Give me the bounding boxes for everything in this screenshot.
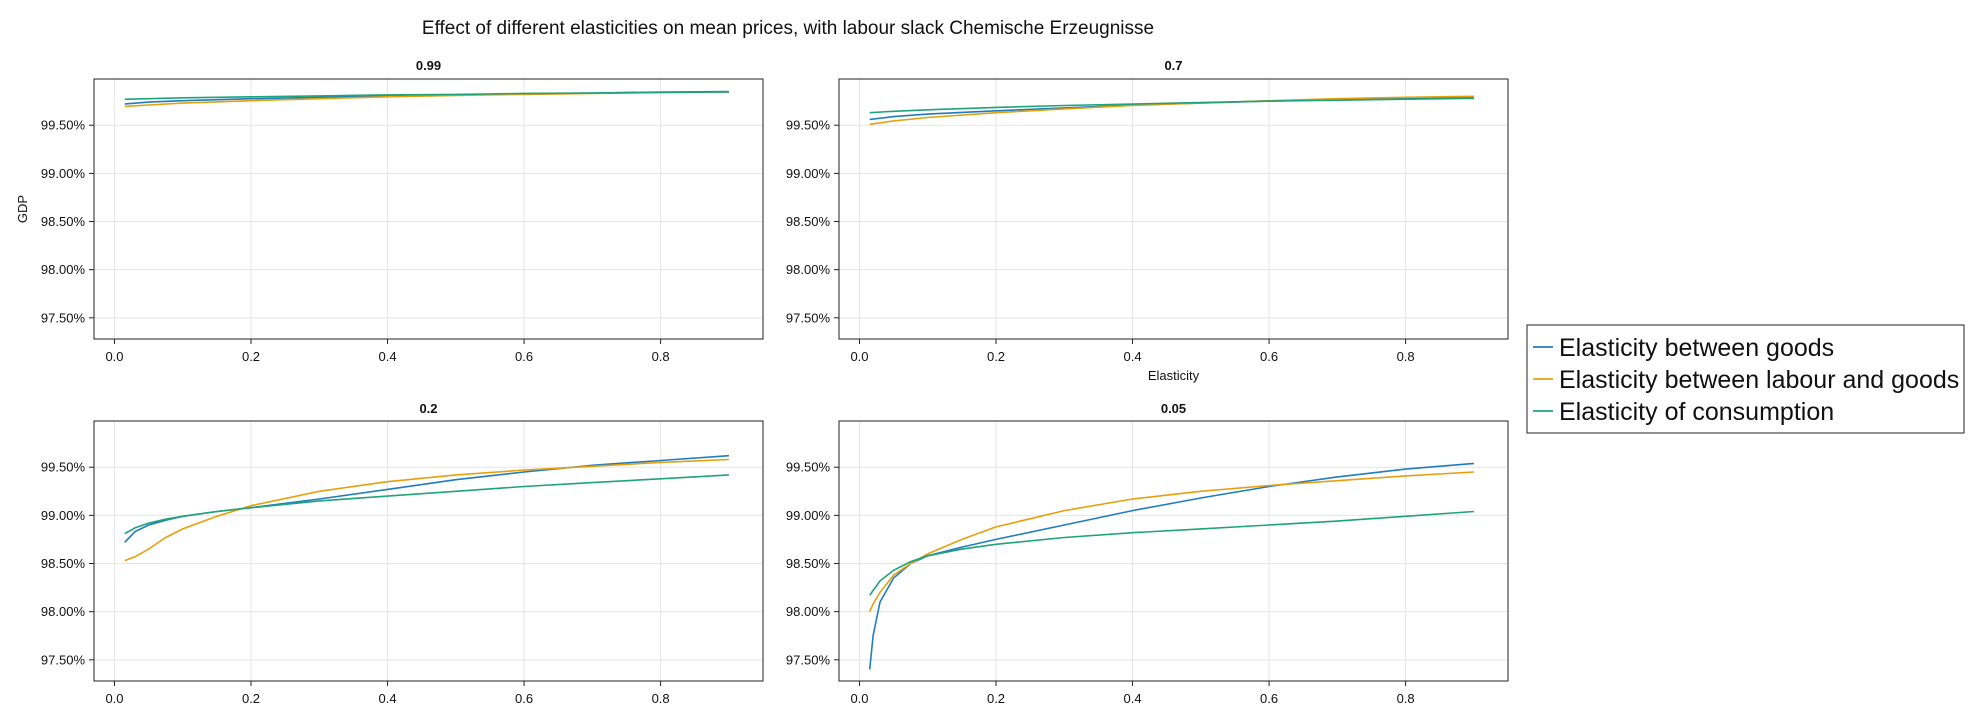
y-tick-label: 99.00% xyxy=(786,508,831,523)
series-line xyxy=(868,471,1474,613)
x-tick-label: 0.2 xyxy=(242,691,260,706)
y-tick-label: 97.50% xyxy=(786,652,831,667)
series-line xyxy=(868,462,1474,670)
y-tick-label: 98.50% xyxy=(786,214,831,229)
panel-3: 0.05 0.0 0.2 0.4 0.6 0.8 97.50% 98.00% 98.50% 99… xyxy=(786,401,1509,706)
series-line xyxy=(869,97,1474,114)
series-line xyxy=(124,91,729,100)
x-tick-label: 0.2 xyxy=(242,349,260,364)
series-line xyxy=(869,510,1474,596)
y-tick-label: 99.00% xyxy=(786,166,831,181)
panel-0: 0.99 GDP 0.0 0.2 0.4 0.6 0.8 97.50% 98.00% 98.5… xyxy=(15,58,764,364)
x-tick-label: 0.4 xyxy=(379,349,397,364)
plot-frame xyxy=(93,420,764,682)
series-line xyxy=(124,454,729,543)
plot-frame xyxy=(93,78,764,340)
y-tick-label: 98.00% xyxy=(786,604,831,619)
legend: Elasticity between goods Elasticity betw… xyxy=(1526,324,1965,434)
panel-title: 0.99 xyxy=(416,58,441,73)
y-tick-label: 98.50% xyxy=(41,214,86,229)
gridlines xyxy=(94,79,763,339)
x-tick-label: 0.6 xyxy=(515,349,533,364)
y-tick-label: 98.00% xyxy=(786,262,831,277)
panel-2: 0.2 0.0 0.2 0.4 0.6 0.8 97.50% 98.00% 98.50% 99.… xyxy=(41,401,764,706)
y-tick-label: 97.50% xyxy=(41,652,86,667)
x-tick-label: 0.6 xyxy=(515,691,533,706)
x-tick-label: 0.8 xyxy=(652,349,670,364)
x-tick-label: 0.4 xyxy=(1124,691,1142,706)
y-tick-label: 99.50% xyxy=(786,460,831,475)
x-tick-label: 0.0 xyxy=(105,691,123,706)
y-tick-label: 98.50% xyxy=(786,556,831,571)
x-tick-label: 0.2 xyxy=(987,349,1005,364)
x-axis-label: Elasticity xyxy=(1148,368,1200,383)
x-tick-label: 0.4 xyxy=(1124,349,1142,364)
figure-title: Effect of different elasticities on mean… xyxy=(422,18,1154,39)
y-tick-label: 97.50% xyxy=(41,310,86,325)
panel-title: 0.7 xyxy=(1164,58,1182,73)
legend-label: Elasticity between labour and goods xyxy=(1559,366,1959,394)
x-tick-label: 0.0 xyxy=(850,691,868,706)
y-axis-label: GDP xyxy=(15,195,30,223)
plot-frame xyxy=(838,78,1509,340)
x-tick-label: 0.2 xyxy=(987,691,1005,706)
y-tick-label: 99.50% xyxy=(41,118,86,133)
panel-1: 0.7 Elasticity 0.0 0.2 0.4 0.6 0.8 97.50% 98.0… xyxy=(786,58,1509,383)
panel-title: 0.05 xyxy=(1161,401,1186,416)
panel-title: 0.2 xyxy=(419,401,437,416)
series-line xyxy=(124,458,729,562)
y-tick-label: 99.00% xyxy=(41,166,86,181)
x-tick-label: 0.0 xyxy=(105,349,123,364)
series-line xyxy=(124,474,729,535)
x-tick-label: 0.8 xyxy=(1397,349,1415,364)
legend-frame xyxy=(1526,324,1965,434)
y-tick-label: 97.50% xyxy=(786,310,831,325)
plot-frame xyxy=(838,420,1509,682)
legend-label: Elasticity between goods xyxy=(1559,334,1834,362)
gridlines xyxy=(839,79,1508,339)
x-tick-label: 0.6 xyxy=(1260,349,1278,364)
y-tick-label: 98.00% xyxy=(41,604,86,619)
y-tick-label: 99.00% xyxy=(41,508,86,523)
x-tick-label: 0.8 xyxy=(652,691,670,706)
x-tick-label: 0.8 xyxy=(1397,691,1415,706)
legend-label: Elasticity of consumption xyxy=(1559,398,1834,426)
y-tick-label: 98.50% xyxy=(41,556,86,571)
series-line xyxy=(869,95,1474,126)
x-tick-label: 0.6 xyxy=(1260,691,1278,706)
y-tick-label: 99.50% xyxy=(786,118,831,133)
gridlines xyxy=(94,421,763,681)
gridlines xyxy=(839,421,1508,681)
y-tick-label: 98.00% xyxy=(41,262,86,277)
x-tick-label: 0.0 xyxy=(850,349,868,364)
x-tick-label: 0.4 xyxy=(379,691,397,706)
y-tick-label: 99.50% xyxy=(41,460,86,475)
